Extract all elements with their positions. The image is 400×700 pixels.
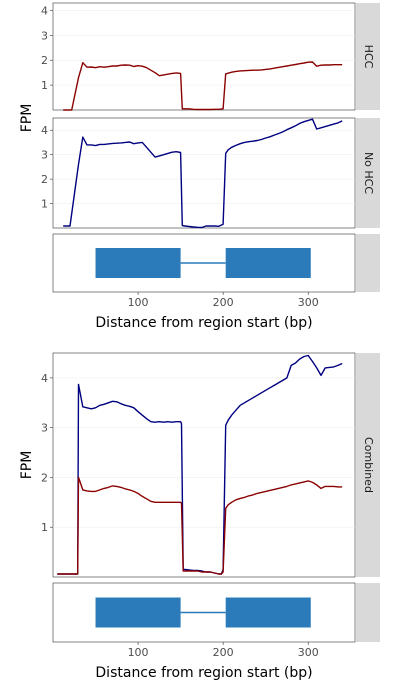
gene-model-panel-top: 100 200 300 [52,233,380,309]
x-axis-label-bottom: Distance from region start (bp) [95,665,312,681]
hcc-panel: HCC 1 2 3 4 [41,2,380,111]
combined-line-1 [57,476,343,575]
y-tick-label: 1 [41,198,48,211]
exon-box-1 [95,248,181,278]
x-axis-label-top: Distance from region start (bp) [95,315,312,331]
y-tick-label: 1 [41,521,48,534]
x-tick-label: 300 [298,296,319,309]
y-tick-label: 3 [41,422,48,435]
x-tick-label: 300 [298,646,319,659]
facet-strip [356,234,380,292]
combined-line-0 [57,354,343,575]
no-hcc-panel: No HCC 1 2 3 4 [41,117,380,229]
hcc-line-0 [63,61,343,111]
strip-label-no-hcc: No HCC [362,152,375,194]
y-tick-label: 3 [41,149,48,162]
x-tick-label: 100 [128,646,149,659]
x-tick-label: 100 [128,296,149,309]
plot-area [52,352,356,578]
exon-box-2 [225,248,311,278]
no-hcc-line-0 [63,118,343,229]
strip-label-combined: Combined [362,437,375,493]
plot-area [52,2,356,111]
y-tick-label: 4 [41,124,48,137]
facet-strip [356,3,380,110]
facet-strip [356,353,380,577]
x-tick-label: 200 [213,296,234,309]
y-tick-label: 2 [41,471,48,484]
gene-model-panel-bottom: 100 200 300 [52,582,380,659]
combined-panel: Combined 1 2 3 4 [41,352,380,578]
y-tick-label: 4 [41,372,48,385]
exon-box-2 [225,597,311,628]
y-axis-label-top: FPM [19,104,35,133]
strip-label-hcc: HCC [362,45,375,69]
y-tick-label: 4 [41,4,48,17]
facet-strip [356,118,380,228]
y-tick-label: 3 [41,29,48,42]
plot-area [52,117,356,229]
y-axis-label-bottom: FPM [19,451,35,480]
exon-box-1 [95,597,181,628]
facet-strip [356,583,380,642]
x-tick-label: 200 [213,646,234,659]
y-tick-label: 2 [41,54,48,67]
y-tick-label: 1 [41,79,48,92]
y-tick-label: 2 [41,173,48,186]
